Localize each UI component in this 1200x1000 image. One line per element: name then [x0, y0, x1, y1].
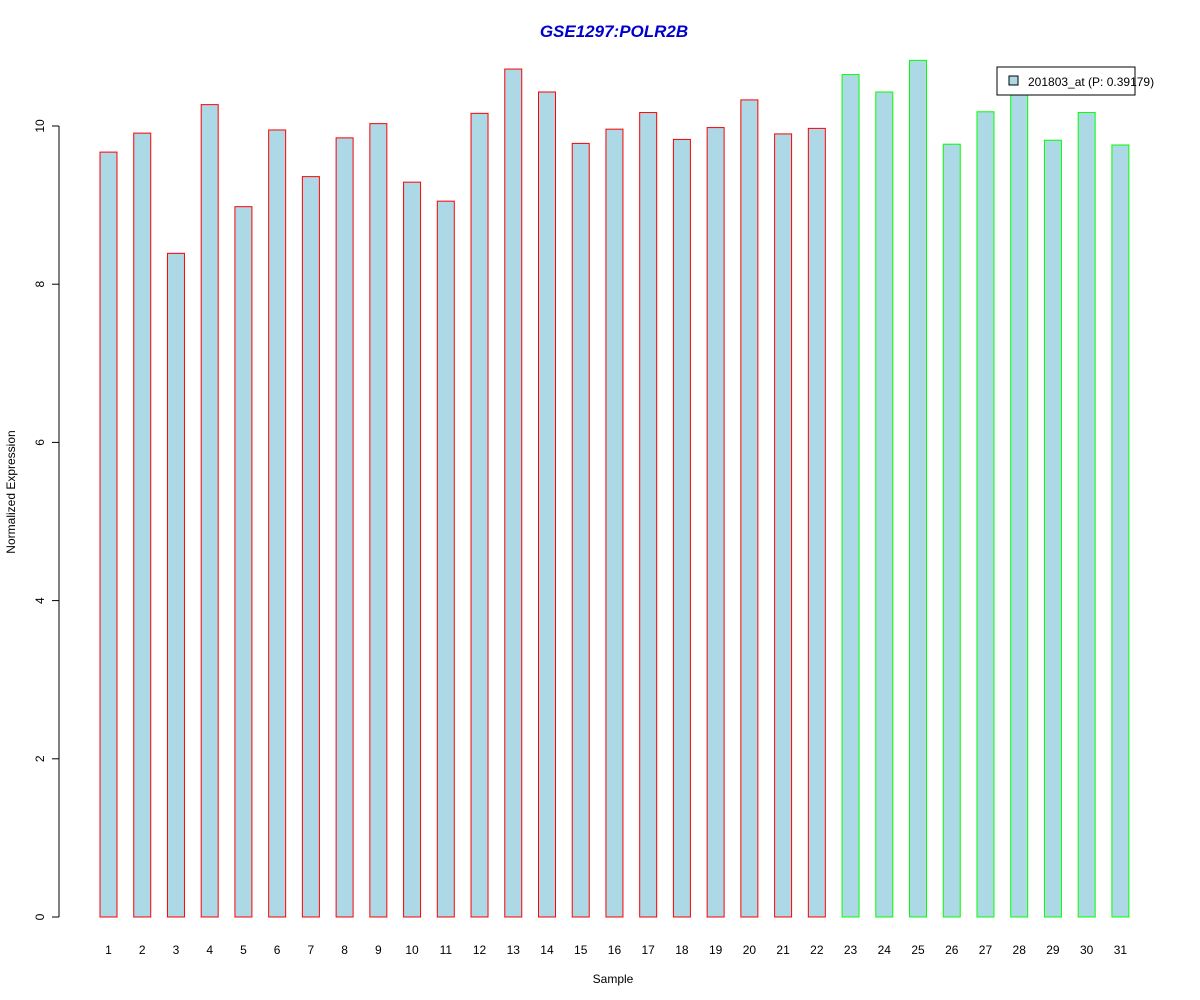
y-tick-label: 2: [33, 755, 47, 762]
y-tick-label: 6: [33, 439, 47, 446]
bar: [1010, 89, 1029, 918]
x-tick-label: 25: [911, 943, 925, 957]
bar: [942, 143, 961, 918]
x-tick-label: 19: [709, 943, 723, 957]
x-tick-labels: 1 2 3 4 5 6 7 8 9 10 11 12 13 14 15 16 17 18 19 20 21 22 23 24 2…: [105, 943, 1127, 957]
x-tick-label: 16: [608, 943, 622, 957]
bar: [504, 68, 523, 918]
bar: [99, 151, 118, 918]
x-tick-label: 1: [105, 943, 112, 957]
y-tick-label: 4: [33, 597, 47, 604]
x-tick-label: 17: [642, 943, 656, 957]
x-tick-label: 11: [440, 943, 453, 957]
x-axis-label: Sample: [593, 972, 634, 986]
bar: [605, 128, 624, 918]
x-tick-label: 10: [405, 943, 419, 957]
x-tick-label: 14: [540, 943, 554, 957]
x-tick-label: 28: [1013, 943, 1027, 957]
x-tick-label: 30: [1080, 943, 1094, 957]
bar: [706, 127, 725, 918]
y-tick-label: 10: [33, 119, 47, 133]
x-tick-label: 26: [945, 943, 959, 957]
x-tick-label: 7: [308, 943, 315, 957]
x-tick-label: 5: [240, 943, 247, 957]
legend: 201803_at (P: 0.39179): [996, 66, 1154, 96]
bar: [268, 129, 287, 918]
bar: [740, 99, 759, 918]
x-tick-label: 8: [341, 943, 348, 957]
bar: [537, 91, 556, 918]
bar: [200, 104, 219, 918]
bar: [436, 200, 455, 918]
bars: [99, 59, 1130, 918]
bar: [335, 137, 354, 918]
y-tick-label: 8: [33, 281, 47, 288]
x-tick-label: 18: [675, 943, 689, 957]
bar: [470, 112, 489, 918]
bar: [976, 111, 995, 918]
x-tick-label: 24: [878, 943, 892, 957]
x-tick-label: 15: [574, 943, 588, 957]
y-axis-label: Normalized Expression: [4, 430, 18, 553]
bar: [639, 112, 658, 918]
bar: [807, 127, 826, 918]
x-tick-label: 13: [507, 943, 521, 957]
bar: [1043, 139, 1062, 918]
x-tick-label: 3: [173, 943, 180, 957]
y-axis: 0 2 4 6 8 10: [33, 119, 60, 920]
legend-label: 201803_at (P: 0.39179): [1028, 75, 1154, 89]
bar: [909, 59, 928, 918]
x-tick-label: 12: [473, 943, 487, 957]
x-tick-label: 22: [810, 943, 824, 957]
bar: [166, 252, 185, 918]
x-tick-label: 21: [776, 943, 790, 957]
x-tick-label: 2: [139, 943, 146, 957]
x-tick-label: 31: [1114, 943, 1128, 957]
x-tick-label: 6: [274, 943, 281, 957]
bar: [301, 176, 320, 918]
chart-title: GSE1297:POLR2B: [540, 22, 688, 41]
legend-swatch: [1008, 75, 1019, 86]
bar: [672, 138, 691, 918]
legend-box: [996, 66, 1136, 96]
bar: [234, 206, 253, 918]
bar: [1077, 112, 1096, 918]
x-tick-label: 29: [1046, 943, 1060, 957]
x-tick-label: 4: [206, 943, 213, 957]
x-tick-label: 23: [844, 943, 858, 957]
bar: [774, 133, 793, 918]
bar: [1111, 144, 1130, 918]
y-tick-label: 0: [33, 913, 47, 920]
bar: [133, 132, 152, 918]
x-tick-label: 9: [375, 943, 382, 957]
bar: [875, 91, 894, 918]
bar: [841, 74, 860, 918]
bar: [403, 181, 422, 918]
bar: [571, 142, 590, 918]
x-tick-label: 20: [743, 943, 757, 957]
x-tick-label: 27: [979, 943, 993, 957]
bar: [369, 123, 388, 918]
